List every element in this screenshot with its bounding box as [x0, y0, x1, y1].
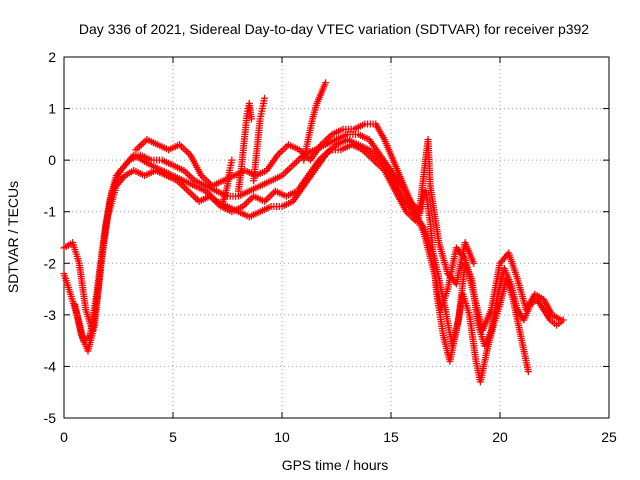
y-tick-label: 0: [48, 152, 56, 168]
x-axis-label: GPS time / hours: [282, 457, 389, 473]
series-spike-3: [300, 79, 330, 164]
y-tick-label: -2: [44, 255, 57, 271]
marker-path: [234, 99, 255, 195]
marker-path: [250, 94, 269, 185]
plot-frame: [63, 56, 610, 419]
axis-ticks: 0 5 10 15 20 25 -5 -4 -3 -2 -1 0 1 2: [44, 49, 617, 445]
series-track-2: [60, 130, 565, 334]
y-axis-label: SDTVAR / TECUs: [5, 181, 21, 293]
x-tick-label: 5: [169, 429, 177, 445]
marker-path: [300, 79, 330, 164]
series-track-4: [132, 120, 478, 288]
series-track-3: [71, 141, 532, 386]
x-tick-label: 0: [60, 429, 68, 445]
y-tick-label: -4: [44, 358, 57, 374]
data-marks: [60, 79, 567, 386]
x-tick-label: 15: [383, 429, 399, 445]
y-tick-label: 1: [48, 101, 56, 117]
series-spike-4: [219, 156, 236, 205]
grid: [64, 57, 609, 418]
marker-path: [132, 120, 478, 288]
x-tick-label: 10: [274, 429, 290, 445]
y-tick-label: -5: [44, 410, 57, 426]
y-tick-label: -1: [44, 204, 57, 220]
chart-title: Day 336 of 2021, Sidereal Day-to-day VTE…: [79, 21, 589, 37]
marker-path: [219, 156, 236, 205]
series-spike-1: [234, 99, 255, 195]
series-spike-2: [250, 94, 269, 185]
x-tick-label: 20: [492, 429, 508, 445]
y-tick-label: 2: [48, 49, 56, 65]
marker-path: [60, 130, 565, 334]
x-tick-label: 25: [601, 429, 617, 445]
marker-path: [71, 141, 532, 386]
y-tick-label: -3: [44, 307, 57, 323]
